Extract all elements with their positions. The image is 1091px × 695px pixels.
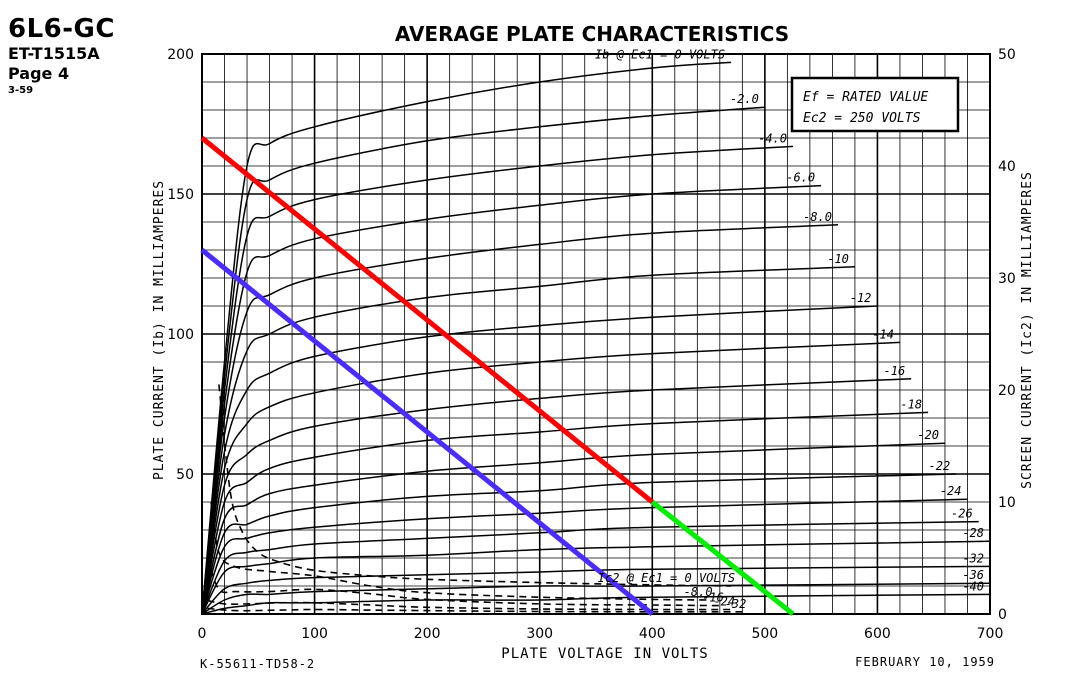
- y2-axis-label: SCREEN CURRENT (Ic2) IN MILLIAMPERES: [1020, 171, 1035, 489]
- screen-curve-label: -32: [725, 597, 747, 611]
- plate-curve-label: -20: [917, 428, 939, 442]
- y2-tick-label: 40: [998, 159, 1016, 175]
- x-tick-label: 500: [751, 626, 778, 642]
- y-tick-label: 150: [167, 187, 194, 203]
- screen-curve-label: -24: [713, 595, 735, 609]
- screen-curve: [207, 607, 743, 613]
- x-tick-label: 100: [301, 626, 328, 642]
- screen-curve: [218, 384, 732, 587]
- plate-curve-label: -16: [884, 364, 906, 378]
- plate-curve-label: -18: [900, 397, 922, 411]
- plate-curve: [201, 411, 929, 615]
- screen-curve: [207, 599, 732, 611]
- x-axis-label: PLATE VOLTAGE IN VOLTS: [501, 646, 708, 662]
- screen-curve: [210, 501, 709, 601]
- plate-curve: [201, 61, 732, 615]
- drawing-date: FEBRUARY 10, 1959: [855, 655, 995, 669]
- plate-curve: [201, 520, 979, 615]
- plate-curve: [201, 442, 946, 615]
- chart-title: AVERAGE PLATE CHARACTERISTICS: [395, 22, 789, 46]
- y2-tick-label: 0: [998, 607, 1007, 623]
- load-lines: [200, 136, 795, 616]
- plate-curve: [201, 378, 912, 615]
- x-tick-label: 400: [639, 626, 666, 642]
- y-axis-label: PLATE CURRENT (Ib) IN MILLIAMPERES: [152, 180, 167, 480]
- y-tick-label: 200: [167, 47, 194, 63]
- y2-tick-label: 50: [998, 47, 1016, 63]
- curve-labels: Ib @ Ec1 = 0 VOLTS -2.0 -4.0 -6.0 -8.0 -10 -12…: [595, 47, 984, 610]
- plate-curve: [201, 266, 855, 615]
- plate-curve-label: -2.0: [730, 92, 759, 106]
- page-number: Page 4: [8, 64, 70, 83]
- plate-curve-label: -36: [962, 568, 984, 582]
- plate-curve: [201, 565, 991, 615]
- y-tick-label: 100: [167, 327, 194, 343]
- screen-curve: [206, 557, 720, 607]
- plate-curve: [201, 593, 991, 615]
- legend-frame: [790, 76, 960, 133]
- plate-curve-label: -24: [940, 484, 962, 498]
- y2-tick-label: 20: [998, 383, 1016, 399]
- load-line: [200, 248, 654, 616]
- screen-curves: [206, 384, 743, 613]
- plate-curve-label: -40: [962, 579, 984, 593]
- screen-curve-label: Ic2 @ Ec1 = 0 VOLTS: [598, 571, 735, 585]
- legend-box: Ef = RATED VALUE Ec2 = 250 VOLTS: [790, 76, 960, 133]
- plate-curve-label: -12: [850, 291, 872, 305]
- plate-curve-label: -6.0: [786, 171, 815, 185]
- chart-grid: [201, 53, 991, 615]
- y-tick-label: 50: [176, 467, 194, 483]
- plate-curve-label: -28: [962, 526, 984, 540]
- plate-curve: [201, 305, 878, 615]
- plate-curve: [201, 498, 968, 615]
- plate-curve-label: Ib @ Ec1 = 0 VOLTS: [595, 47, 725, 61]
- tube-type: 6L6-GC: [8, 14, 115, 44]
- load-line: [200, 136, 654, 504]
- plate-curve-label: -4.0: [758, 131, 787, 145]
- plate-curve-label: -32: [962, 551, 984, 565]
- legend-line-2: Ec2 = 250 VOLTS: [803, 111, 921, 126]
- y2-tick-label: 30: [998, 271, 1016, 287]
- x-tick-label: 600: [864, 626, 891, 642]
- plate-curve: [201, 106, 765, 615]
- plot-frame: [201, 53, 991, 615]
- plate-curve: [201, 473, 957, 615]
- plate-curves: [201, 61, 991, 615]
- screen-curve-label: -8.0: [684, 585, 713, 599]
- x-tick-label: 200: [414, 626, 441, 642]
- x-tick-label: 0: [198, 626, 207, 642]
- revision-date: 3-59: [8, 85, 34, 96]
- x-tick-label: 700: [977, 626, 1004, 642]
- drawing-number: K-55611-TD58-2: [200, 657, 315, 671]
- plate-curve-label: -8.0: [803, 210, 832, 224]
- plate-curve: [201, 145, 794, 615]
- plate-curve-label: -10: [827, 252, 849, 266]
- screen-curve-label: -16: [702, 591, 724, 605]
- document-code: ET-T1515A: [8, 44, 100, 63]
- plate-curve-label: -22: [929, 459, 951, 473]
- plate-curve: [201, 224, 839, 615]
- load-line: [650, 500, 795, 616]
- plate-curve-label: -26: [951, 507, 973, 521]
- legend-line-1: Ef = RATED VALUE: [803, 90, 928, 105]
- y2-tick-label: 10: [998, 495, 1016, 511]
- plate-curve-label: -14: [872, 327, 894, 341]
- plate-curve: [201, 540, 991, 615]
- axis-ticks: 0 100 200 300 400 500 600 700 50 100 150 200 0 10 20 30…: [167, 47, 1016, 642]
- plate-curve: [201, 341, 900, 615]
- x-tick-label: 300: [526, 626, 553, 642]
